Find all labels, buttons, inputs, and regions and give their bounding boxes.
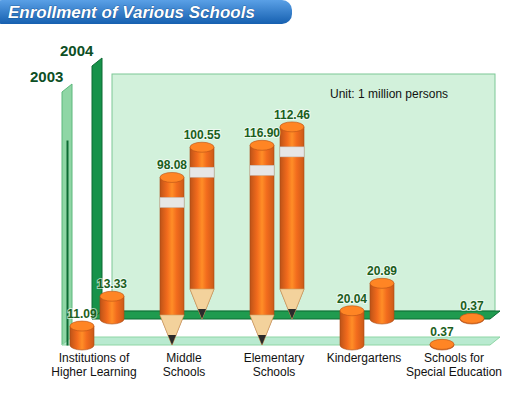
side-wall <box>62 84 72 345</box>
chart-svg: Enrollment of Various Schools 2003 2004 Uni… <box>0 0 532 395</box>
bar-cap <box>340 306 364 316</box>
chart-title: Enrollment of Various Schools <box>8 3 255 22</box>
x-tick-label: ElementarySchools <box>244 351 305 379</box>
data-label: 116.90 <box>244 126 280 140</box>
bar-cap <box>100 291 124 301</box>
bar-cap <box>370 278 394 288</box>
series-group <box>70 140 454 350</box>
x-tick-label: Kindergartens <box>327 351 402 365</box>
bar <box>160 177 184 345</box>
bar-cap <box>190 142 214 152</box>
pencil-lead <box>198 309 206 319</box>
pencil-band <box>190 167 214 177</box>
pencil-lead <box>258 335 266 345</box>
data-label: 0.37 <box>460 299 484 313</box>
bar <box>370 283 394 324</box>
pencil-band <box>280 147 304 157</box>
bar <box>190 147 214 319</box>
title-banner <box>0 0 292 24</box>
data-label: 0.37 <box>430 325 454 339</box>
bar <box>250 145 274 345</box>
bar-cap <box>160 172 184 182</box>
data-label: 11.09 <box>67 307 97 321</box>
bar-cap <box>70 321 94 331</box>
x-axis-labels: Institutions ofHigher Learning MiddleScho… <box>51 351 502 379</box>
data-label: 98.08 <box>157 158 187 172</box>
chart-container: Enrollment of Various Schools 2003 2004 Uni… <box>0 0 532 395</box>
pencil-band <box>160 197 184 207</box>
pencil-wood <box>250 315 274 345</box>
data-label: 112.46 <box>274 108 310 122</box>
pencil-lead <box>288 309 296 319</box>
legend-label: 2004 <box>60 42 94 59</box>
pencil-wood <box>160 315 184 345</box>
bar-cap <box>460 313 484 323</box>
pencil-wood <box>280 289 304 319</box>
plot-area <box>70 122 484 350</box>
data-label: 13.33 <box>97 277 127 291</box>
bar-cap <box>430 339 454 349</box>
legend-label: 2003 <box>30 68 63 85</box>
bar-cap <box>250 140 274 150</box>
series-group <box>100 122 484 324</box>
data-label: 100.55 <box>184 128 221 142</box>
bar-cap <box>280 122 304 132</box>
pencil-lead <box>168 335 176 345</box>
bar <box>340 311 364 350</box>
data-label: 20.89 <box>367 264 397 278</box>
x-tick-label: MiddleSchools <box>163 351 206 379</box>
pencil-wood <box>190 289 214 319</box>
pencil-band <box>250 165 274 175</box>
floor-strip <box>92 311 500 319</box>
data-labels: 13.33 100.55 112.46 20.89 0.37 11.09 98.08 116.… <box>67 108 484 339</box>
data-label: 20.04 <box>337 292 367 306</box>
x-tick-label: Schools forSpecial Education <box>406 351 502 379</box>
annotation: Unit: 1 million persons <box>330 87 448 101</box>
bar <box>280 127 304 319</box>
x-tick-label: Institutions ofHigher Learning <box>51 351 136 379</box>
